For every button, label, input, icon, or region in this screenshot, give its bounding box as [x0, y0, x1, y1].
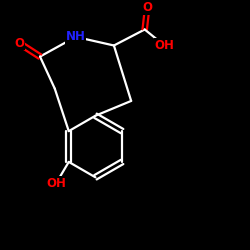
Text: NH: NH — [66, 30, 86, 43]
Text: O: O — [142, 1, 152, 14]
Text: OH: OH — [154, 39, 174, 52]
Text: OH: OH — [46, 177, 66, 190]
Text: O: O — [14, 36, 24, 50]
